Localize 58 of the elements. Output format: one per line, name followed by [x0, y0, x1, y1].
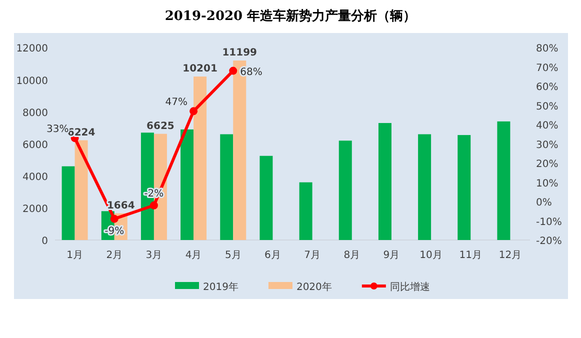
x-tick-label: 6月: [264, 250, 281, 261]
x-tick-label: 1月: [66, 250, 83, 261]
bar: [497, 121, 510, 240]
bar: [220, 134, 234, 240]
data-label: 33%: [46, 124, 69, 136]
y-tick-label: 6000: [22, 140, 48, 151]
y-tick-label: 0: [42, 236, 48, 247]
bar: [338, 140, 352, 240]
data-label: 10201: [182, 64, 218, 75]
data-label: 6625: [146, 120, 174, 132]
bar: [378, 123, 392, 240]
x-tick-label: 9月: [383, 250, 400, 261]
y2-tick-label: 10%: [536, 178, 558, 190]
x-tick-label: 4月: [185, 250, 202, 261]
y-tick-label: 8000: [22, 108, 48, 119]
x-tick-label: 12月: [498, 250, 522, 261]
data-label: -9%: [104, 226, 124, 237]
y-tick-label: 2000: [22, 204, 48, 215]
x-tick-label: 7月: [304, 250, 320, 261]
y-tick-label: 4000: [22, 172, 48, 183]
bar: [299, 182, 312, 240]
bar: [194, 76, 207, 240]
bar: [62, 166, 75, 240]
x-tick-label: 11月: [459, 250, 482, 261]
x-tick-label: 8月: [344, 250, 360, 261]
x-tick-label: 2月: [106, 250, 123, 261]
y2-tick-label: -20%: [536, 236, 562, 247]
y2-tick-label: -10%: [536, 216, 562, 228]
point: [150, 201, 158, 210]
data-label: 68%: [240, 66, 262, 78]
y2-tick-label: 80%: [536, 44, 558, 55]
point: [190, 107, 198, 116]
bar: [260, 156, 273, 240]
x-tick-label: 3月: [146, 250, 162, 261]
y2-tick-label: 50%: [536, 101, 558, 112]
bar: [458, 135, 471, 240]
y2-tick-label: 60%: [536, 82, 558, 94]
point: [229, 66, 238, 75]
x-tick-label: 5月: [224, 250, 242, 261]
x-tick-label: 10月: [420, 250, 442, 261]
data-label: 47%: [165, 97, 188, 108]
legend-label: 2020年: [296, 281, 332, 293]
bar: [74, 140, 88, 240]
y2-tick-label: 40%: [536, 120, 558, 132]
legend-label: 同比增速: [390, 281, 430, 293]
y-tick-label: 10000: [16, 76, 48, 87]
chart-title: 2019-2020 年造车新势力产量分析（辆）: [164, 8, 416, 24]
y2-tick-label: 20%: [536, 159, 558, 170]
bar: [418, 134, 432, 240]
data-label: 11199: [222, 48, 258, 59]
y-tick-label: 12000: [16, 44, 48, 55]
point: [110, 214, 118, 223]
y2-tick-label: 30%: [536, 140, 558, 151]
data-label: 6224: [67, 127, 96, 138]
legend-label: 2019年: [203, 281, 238, 293]
y2-tick-label: 70%: [536, 62, 558, 74]
bar: [180, 129, 194, 240]
y2-tick-label: 0%: [536, 198, 552, 209]
